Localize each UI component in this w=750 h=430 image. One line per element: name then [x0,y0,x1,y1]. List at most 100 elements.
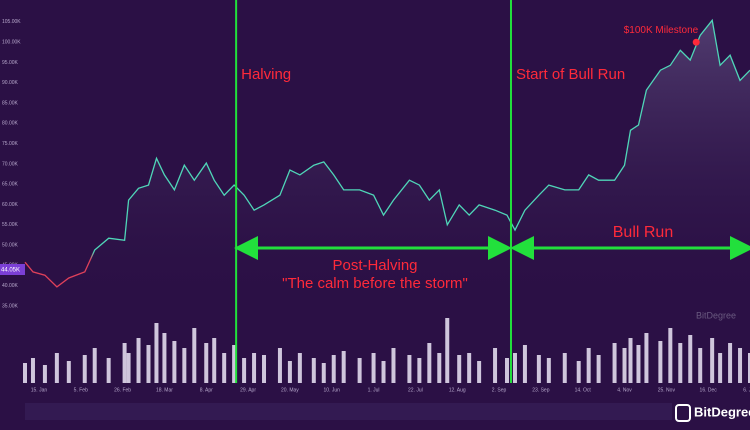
watermark: BitDegree [696,310,736,320]
y-tick-label: 80.00K [2,121,19,127]
volume-bar [30,358,35,383]
y-tick-label: 65.00K [2,182,19,188]
x-tick-label: 22. Jul [408,387,423,393]
volume-bar [688,335,693,383]
y-tick-label: 105.00K [2,19,21,25]
volume-bar [546,358,551,383]
volume-bar [718,353,723,383]
brand-icon [675,404,691,422]
volume-bar [23,363,27,383]
x-tick-label: 20. May [281,387,299,393]
volume-bar [232,345,237,383]
volume-bar [728,343,733,383]
volume-bar [457,355,462,383]
phase-label: Bull Run [613,224,673,241]
volume-bar [82,355,87,383]
volume-bar [668,328,673,383]
x-tick-label: 14. Oct [575,387,592,393]
volume-bar [212,338,217,383]
x-tick-label: 18. Mar [156,387,173,393]
volume-bar [612,343,617,383]
y-tick-label: 85.00K [2,100,19,106]
volume-bar [628,338,633,383]
x-tick-label: 5. Feb [74,387,88,393]
volume-bar [287,361,292,383]
volume-bar [262,355,267,383]
volume-bar [493,348,498,383]
volume-bar [54,353,59,383]
volume-bar [417,358,422,383]
volume-bar [576,361,581,383]
volume-bar [512,353,517,383]
volume-bar [698,348,703,383]
volume-bar [106,358,111,383]
volume-bar [192,328,197,383]
volume-bar [136,338,141,383]
volume-bar [341,351,346,383]
volume-bar [522,345,527,383]
x-tick-label: 6. Jan [743,387,750,393]
last-price-label: 44.05K [1,268,20,274]
volume-bar [738,348,743,383]
y-tick-label: 50.00K [2,242,19,248]
y-tick-label: 100.00K [2,40,21,46]
y-tick-label: 60.00K [2,202,19,208]
volume-bar [321,363,326,383]
volume-bar [477,361,482,383]
last-price-box [0,264,25,275]
y-tick-label: 40.00K [2,283,19,289]
volume-bar [636,345,641,383]
volume-bar [172,341,177,383]
volume-bar [596,355,601,383]
y-tick-label: 35.00K [2,303,19,309]
event-label: Start of Bull Run [516,66,625,83]
x-tick-label: 26. Feb [114,387,131,393]
volume-bar [122,343,127,383]
x-tick-label: 29. Apr [240,387,256,393]
volume-bar [357,358,362,383]
volume-bar [154,323,159,383]
volume-bar [252,353,257,383]
milestone-dot [692,38,700,46]
volume-bar [536,355,541,383]
volume-bar [311,358,316,383]
volume-bar [644,333,649,383]
volume-bar [678,343,683,383]
volume-bar [277,348,282,383]
brand: BitDegree [694,404,750,419]
volume-bar [427,343,432,383]
x-tick-label: 16. Dec [700,387,718,393]
volume-bar [505,358,510,383]
x-tick-label: 10. Jun [324,387,341,393]
volume-bar [407,355,412,383]
volume-bar [146,345,151,383]
volume-bar [371,353,376,383]
y-tick-label: 90.00K [2,80,19,86]
volume-bar [391,348,396,383]
volume-bar [204,343,209,383]
y-tick-label: 55.00K [2,222,19,228]
volume-bar [658,341,663,383]
x-tick-label: 15. Jan [31,387,48,393]
x-tick-label: 1. Jul [368,387,380,393]
x-tick-label: 12. Aug [449,387,466,393]
price-line [24,18,750,288]
milestone-label: $100K Milestone [624,25,699,36]
volume-bar [222,353,227,383]
volume-bar [381,361,386,383]
volume-bar [467,353,472,383]
x-tick-label: 4. Nov [617,387,632,393]
volume-bar [242,358,247,383]
volume-bar [126,353,131,383]
volume-bar [42,365,47,383]
volume-bar [586,348,591,383]
volume-bar [622,348,627,383]
volume-bar [562,353,567,383]
volume-bar [445,318,450,383]
volume-bar [710,338,715,383]
x-tick-label: 23. Sep [532,387,549,393]
x-tick-label: 2. Sep [492,387,507,393]
volume-bar [331,355,336,383]
x-tick-label: 25. Nov [658,387,676,393]
